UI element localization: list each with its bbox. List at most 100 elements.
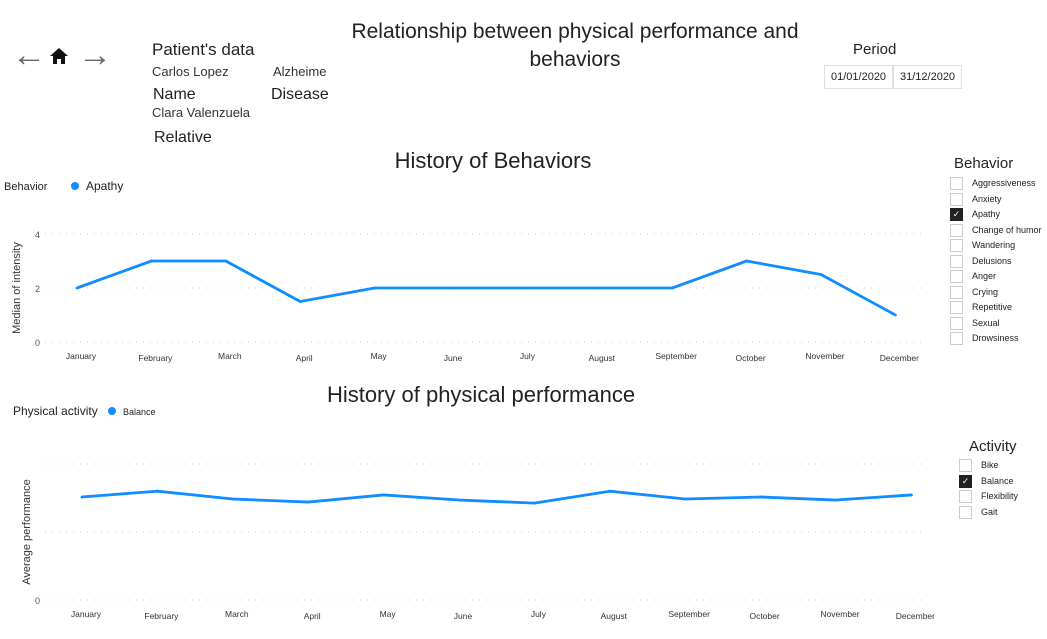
data-point	[608, 489, 612, 493]
x-tick-label: April	[296, 353, 313, 363]
data-point	[150, 259, 153, 263]
filter-item-label: Balance	[981, 475, 1014, 486]
back-arrow-icon[interactable]: ←	[12, 36, 46, 74]
filter-item-wandering[interactable]: Wandering	[950, 239, 1042, 255]
filter-item-flexibility[interactable]: Flexibility	[959, 490, 1018, 506]
activity-filter-list: Bike ✓ Balance Flexibility Gait	[959, 459, 1018, 521]
disease-label: Disease	[271, 86, 329, 103]
data-point	[156, 489, 159, 493]
y-tick-label: 0	[35, 338, 40, 348]
filter-item-label: Anxiety	[972, 193, 1002, 204]
x-tick-label: January	[71, 609, 102, 619]
checkbox[interactable]	[950, 223, 963, 237]
y-axis-label: Average performance	[21, 479, 33, 585]
performance-chart: History of physical performance Physical …	[13, 382, 935, 621]
behavior-filter-list: Aggressiveness Anxiety ✓ Apathy Change of hu…	[950, 177, 1042, 348]
data-point	[298, 300, 302, 303]
behaviors-chart: History of Behaviors Behavior Apathy Median…	[4, 148, 925, 363]
filter-item-drowsiness[interactable]: Drowsiness	[950, 332, 1042, 348]
x-tick-label: April	[304, 611, 321, 621]
legend-title: Behavior	[4, 181, 48, 193]
x-tick-label: September	[668, 609, 710, 619]
filter-item-change-of-humor[interactable]: Change of humor	[950, 223, 1042, 240]
period-label: Period	[853, 41, 897, 58]
page-title: Relationship between physical performanc…	[351, 20, 799, 71]
checkbox[interactable]	[959, 459, 972, 472]
checkbox[interactable]	[950, 239, 963, 252]
x-tick-label: October	[749, 611, 779, 621]
legend-label: Balance	[123, 407, 156, 417]
x-tick-label: February	[144, 611, 179, 621]
filter-item-balance[interactable]: ✓ Balance	[959, 474, 1018, 491]
filter-item-label: Drowsiness	[972, 332, 1019, 343]
data-point	[834, 498, 838, 502]
filter-item-label: Bike	[981, 459, 999, 470]
filter-item-bike[interactable]: Bike	[959, 459, 1018, 475]
filter-item-label: Anger	[972, 270, 997, 281]
date-to-input[interactable]: 31/12/2020	[893, 65, 963, 89]
data-point	[819, 273, 823, 276]
x-tick-label: July	[531, 609, 547, 619]
filter-item-label: Wandering	[972, 239, 1016, 250]
patient-heading: Patient's data	[152, 40, 255, 59]
chart-title: History of Behaviors	[395, 148, 592, 173]
checkbox[interactable]	[950, 254, 963, 268]
x-tick-label: September	[655, 351, 697, 361]
activity-filter-title: Activity	[969, 438, 1017, 455]
checkbox[interactable]	[959, 490, 972, 503]
forward-arrow-icon[interactable]: →	[78, 36, 112, 74]
data-point	[522, 286, 525, 290]
filter-item-label: Flexibility	[981, 490, 1019, 501]
filter-item-delusions[interactable]: Delusions	[950, 254, 1042, 271]
checkbox[interactable]	[950, 270, 963, 283]
x-tick-label: June	[454, 611, 473, 621]
date-from-input[interactable]: 01/01/2020	[824, 65, 894, 89]
y-tick-label: 4	[35, 230, 40, 240]
checkbox[interactable]	[950, 192, 963, 206]
chart-title: History of physical performance	[327, 382, 635, 407]
filter-item-label: Sexual	[972, 317, 1000, 328]
checkbox[interactable]	[950, 316, 963, 330]
data-point	[447, 286, 451, 290]
legend-label: Apathy	[86, 179, 123, 193]
series-line	[76, 259, 897, 317]
filter-item-anger[interactable]: Anger	[950, 270, 1042, 286]
behavior-filter-title: Behavior	[954, 155, 1014, 172]
checkbox[interactable]	[950, 285, 963, 299]
filter-item-repetitive[interactable]: Repetitive	[950, 301, 1042, 317]
checkbox[interactable]	[950, 332, 963, 345]
data-point	[80, 495, 84, 499]
data-point	[382, 493, 385, 497]
x-tick-label: December	[896, 611, 935, 621]
filter-item-crying[interactable]: Crying	[950, 285, 1042, 302]
checkbox[interactable]	[950, 177, 963, 190]
data-point	[670, 286, 674, 290]
checkbox[interactable]	[950, 301, 963, 314]
checkbox[interactable]	[959, 505, 972, 519]
data-point	[894, 313, 897, 317]
x-tick-label: October	[735, 353, 765, 363]
data-point	[75, 286, 79, 290]
checkbox[interactable]: ✓	[959, 474, 972, 488]
disease-value: Alzheime	[273, 64, 327, 79]
filter-item-label: Change of humor	[972, 224, 1042, 235]
filter-item-sexual[interactable]: Sexual	[950, 316, 1042, 333]
data-point	[373, 286, 376, 290]
x-tick-label: July	[520, 351, 536, 361]
filter-item-aggressiveness[interactable]: Aggressiveness	[950, 177, 1042, 193]
name-label: Name	[153, 86, 196, 103]
filter-item-gait[interactable]: Gait	[959, 505, 1018, 522]
filter-item-label: Gait	[981, 506, 998, 517]
x-tick-label: August	[589, 353, 616, 363]
filter-item-label: Repetitive	[972, 301, 1013, 312]
filter-item-anxiety[interactable]: Anxiety	[950, 192, 1042, 209]
filter-item-label: Delusions	[972, 255, 1012, 266]
data-point	[910, 493, 913, 497]
legend-title: Physical activity	[13, 404, 98, 418]
home-icon[interactable]	[49, 46, 69, 66]
x-tick-label: March	[225, 609, 249, 619]
checkbox[interactable]: ✓	[950, 208, 963, 221]
filter-item-apathy[interactable]: ✓ Apathy	[950, 208, 1042, 224]
data-point	[596, 286, 600, 290]
x-tick-label: May	[380, 609, 397, 619]
